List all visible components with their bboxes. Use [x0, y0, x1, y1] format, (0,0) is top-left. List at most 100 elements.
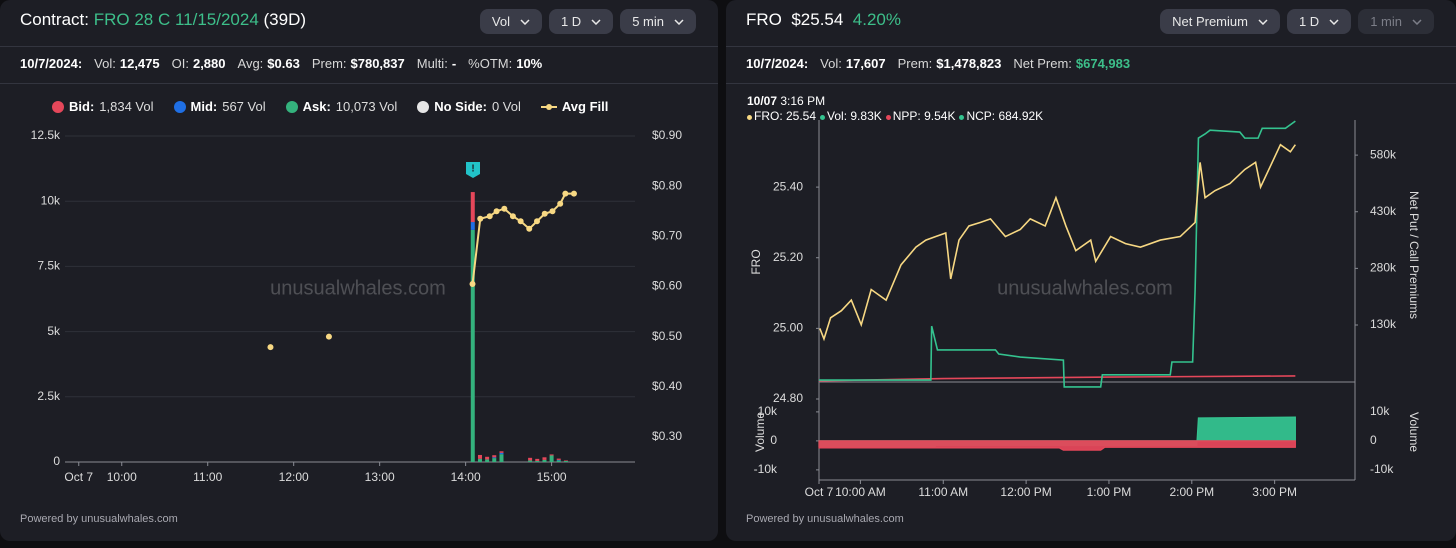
alert-icon [466, 162, 480, 178]
stat-value: 2,880 [192, 56, 226, 71]
stat-label: Multi: [416, 56, 448, 71]
avg-fill-point [557, 200, 564, 207]
dropdown[interactable]: Net Premium [1160, 9, 1280, 34]
avg-fill-point [267, 344, 274, 351]
stat: OI: 2,880 [172, 56, 226, 71]
stat: Prem: $1,478,823 [898, 56, 1002, 71]
footer: Powered by unusualwhales.com [746, 513, 904, 525]
contract-panel: unusualwhales.com ! 0 2.5k 5k 7.5k 10k 12.5k $… [0, 0, 718, 541]
y2-axis-title: Net Put / Call Premiums [1407, 191, 1421, 319]
avg-fill-point [526, 225, 533, 232]
x-tick-label: 14:00 [451, 470, 481, 484]
stat-label: %OTM: [468, 56, 513, 71]
chevron-path [520, 18, 530, 25]
tooltip-bullet [747, 115, 752, 120]
legend-total: 1,834 Vol [99, 99, 154, 114]
stat-label: Net Prem: [1013, 56, 1072, 71]
stat-label: Vol: [820, 56, 842, 71]
legend-item: Bid: 1,834 Vol [52, 99, 154, 114]
volume-area [818, 440, 1296, 451]
series-line [819, 120, 1296, 388]
separator [0, 46, 718, 47]
dropdown[interactable]: 1 D [1286, 9, 1352, 34]
volume-bar [542, 459, 547, 462]
chevron [520, 18, 530, 25]
volume-bar [470, 222, 475, 230]
legend-marker [285, 100, 298, 113]
y-tick-label: 10k [758, 404, 778, 418]
legend-dot [545, 103, 552, 110]
y-tick-label: 24.80 [773, 391, 803, 405]
stats-date: 10/7/2024: [746, 56, 809, 71]
stat: Avg: $0.63 [238, 56, 300, 71]
tooltip-time: 3:16 PM [780, 94, 826, 108]
y2-tick-label: $0.40 [652, 379, 682, 393]
stat: Multi: - [417, 56, 456, 71]
tooltip-item: Vol: 9.83K [820, 109, 882, 124]
legend: Bid: 1,834 Vol Mid: 567 Vol Ask: 10,073 Vol No… [52, 99, 608, 114]
y2-tick-label: 130k [1370, 317, 1397, 331]
avg-fill-point [493, 208, 500, 215]
tooltip: 10/07 3:16 PM FRO: 25.54 Vol: 9.83K NPP: 9… [747, 94, 1043, 124]
x-tick-label: 13:00 [365, 470, 395, 484]
volume-bar [528, 457, 533, 461]
legend-item: Ask: 10,073 Vol [285, 99, 397, 114]
x-tick-label: 1:00 PM [1087, 485, 1132, 499]
series-line [819, 143, 1297, 342]
dropdown[interactable]: 5 min [620, 9, 696, 34]
stat-label: OI: [171, 56, 189, 71]
volume-bar [492, 458, 497, 462]
dropdown[interactable]: 1 min [1358, 9, 1434, 34]
chevron-path [1329, 18, 1339, 25]
tooltip-bullet [820, 115, 826, 120]
volume-bar [492, 455, 497, 458]
alert-text: ! [471, 164, 474, 175]
stat-value: 12,475 [119, 56, 160, 71]
x-tick-label: 12:00 PM [1000, 485, 1051, 499]
stat-value: $1,478,823 [936, 56, 1002, 71]
legend-name: Bid: [69, 99, 95, 114]
stat: Prem: $780,837 [312, 56, 405, 71]
y-tick-label: 25.20 [773, 250, 803, 264]
legend-marker [417, 100, 430, 113]
legend-item: Avg Fill [540, 99, 608, 114]
watermark: unusualwhales.com [997, 277, 1173, 299]
stat-value: $674,983 [1075, 56, 1131, 71]
legend-name: No Side: [434, 99, 487, 114]
volume-bar [499, 452, 504, 455]
legend-marker [52, 100, 64, 113]
y-tick-label: -10k [754, 462, 778, 476]
volume-bar [556, 458, 561, 460]
dropdown-label: Net Premium [1172, 14, 1248, 29]
legend-marker [173, 100, 186, 113]
volume-bar [477, 454, 482, 459]
chevron [591, 18, 601, 25]
legend-total: 0 Vol [491, 99, 521, 114]
legend-item: No Side: 0 Vol [417, 99, 521, 114]
change: 4.20% [852, 10, 901, 29]
title: FRO $25.54 4.20% [746, 10, 901, 30]
tooltip-text: Vol: 9.83K [827, 109, 882, 123]
chevron-path [591, 18, 601, 25]
volume-bar [485, 456, 490, 460]
dropdown[interactable]: 1 D [548, 9, 614, 34]
dropdown[interactable]: Vol [479, 9, 542, 34]
y-tick-label: 0 [770, 433, 777, 447]
controls: Net Premium 1 D 1 min [1160, 9, 1434, 34]
footer: Powered by unusualwhales.com [20, 513, 178, 525]
dropdown-label: 1 min [1370, 14, 1402, 29]
separator [726, 83, 1456, 84]
y2-tick-label: 430k [1370, 204, 1397, 218]
stat-value: $0.63 [267, 56, 300, 71]
legend-marker [540, 103, 557, 110]
x-tick-label: 15:00 [537, 470, 567, 484]
tooltip-item: FRO: 25.54 [747, 109, 816, 124]
avg-fill-point [325, 333, 332, 340]
y-tick-label: 2.5k [37, 389, 61, 403]
stock-chart: unusualwhales.com 24.80 25.00 25.20 25.40 13… [749, 120, 1421, 499]
x-tick-label: Oct 7 [805, 485, 834, 499]
y2-tick-label: $0.60 [652, 279, 682, 293]
stat-label: Prem: [311, 56, 347, 71]
stat: %OTM: 10% [468, 56, 542, 71]
tooltip-item: NCP: 684.92K [959, 109, 1043, 124]
